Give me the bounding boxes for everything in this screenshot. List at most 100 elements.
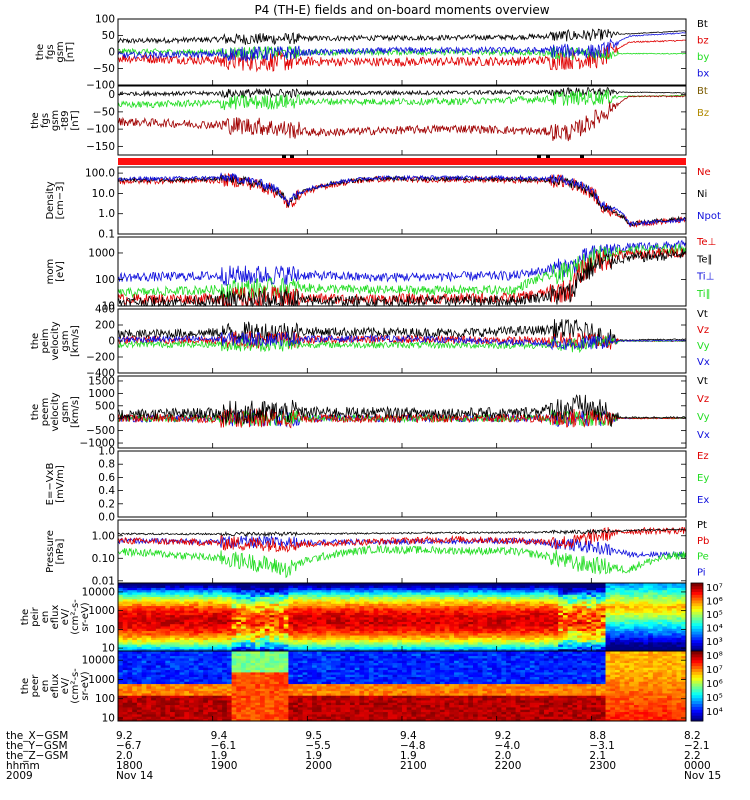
heatmap-cell [155, 676, 161, 680]
heatmap-cell [610, 612, 616, 616]
heatmap-cell [250, 610, 256, 613]
heatmap-cell [155, 653, 161, 657]
heatmap-cell [624, 648, 630, 652]
heatmap-cell [577, 598, 583, 602]
heatmap-cell [525, 644, 531, 647]
heatmap-cell [567, 612, 573, 616]
heatmap-cell [681, 610, 687, 613]
heatmap-cell [633, 583, 640, 586]
heatmap-cell [174, 630, 180, 634]
heatmap-cell [615, 594, 621, 597]
y-axis-label: E=−VxB [45, 463, 56, 506]
heatmap-cell [567, 598, 573, 602]
heatmap-cell [624, 619, 630, 622]
heatmap-cell [359, 607, 365, 611]
heatmap-cell [174, 592, 180, 595]
heatmap-cell [170, 700, 176, 703]
heatmap-cell [553, 619, 559, 622]
heatmap-cell [610, 605, 616, 609]
heatmap-cell [326, 635, 332, 638]
heatmap-cell [269, 621, 275, 625]
heatmap-cell [354, 596, 360, 600]
heatmap-cell [146, 598, 152, 602]
heatmap-cell [463, 646, 469, 650]
heatmap-cell [174, 635, 180, 638]
heatmap-cell [255, 632, 261, 636]
heatmap-cell [667, 648, 673, 652]
heatmap-cell [255, 585, 261, 588]
heatmap-cell [236, 662, 242, 666]
heatmap-cell [170, 607, 176, 611]
heatmap-cell [203, 676, 209, 680]
heatmap-cell [387, 610, 393, 613]
heatmap-cell [572, 598, 578, 602]
heatmap-cell [387, 648, 393, 652]
heatmap-cell [506, 644, 512, 647]
heatmap-cell [245, 662, 251, 666]
heatmap-cell [118, 592, 124, 595]
heatmap-cell [449, 598, 455, 602]
heatmap-cell [652, 601, 658, 604]
heatmap-cell [222, 700, 228, 703]
heatmap-cell [354, 630, 360, 634]
heatmap-cell [473, 585, 479, 588]
heatmap-cell [586, 596, 592, 600]
heatmap-cell [491, 641, 498, 645]
heatmap-cell [274, 644, 280, 647]
y-tick-label: −1000 [79, 438, 115, 450]
heatmap-cell [226, 667, 232, 671]
heatmap-cell [141, 707, 147, 710]
heatmap-cell [577, 589, 583, 593]
heatmap-cell [458, 646, 464, 650]
heatmap-cell [245, 648, 251, 652]
heatmap-cell [155, 589, 161, 593]
heatmap-cell [420, 612, 427, 616]
heatmap-cell [193, 598, 199, 602]
heatmap-cell [605, 635, 611, 638]
heatmap-cell [118, 660, 124, 664]
heatmap-cell [558, 621, 564, 625]
heatmap-cell [198, 674, 204, 678]
heatmap-cell [255, 695, 261, 699]
heatmap-cell [586, 603, 592, 607]
heatmap-cell [676, 598, 682, 602]
heatmap-cell [155, 658, 161, 661]
heatmap-cell [198, 690, 204, 694]
heatmap-cell [264, 651, 270, 654]
heatmap-cell [250, 628, 256, 631]
heatmap-cell [269, 614, 275, 618]
heatmap-cell [127, 592, 133, 595]
heatmap-cell [581, 605, 587, 609]
heatmap-cell [544, 630, 550, 634]
heatmap-cell [406, 644, 412, 647]
heatmap-cell [151, 596, 157, 600]
heatmap-cell [487, 632, 493, 636]
heatmap-cell [529, 637, 535, 641]
heatmap-cell [302, 587, 308, 591]
heatmap-cell [222, 623, 228, 627]
heatmap-cell [255, 707, 261, 710]
heatmap-cell [260, 619, 266, 622]
heatmap-cell [222, 669, 228, 673]
heatmap-cell [491, 605, 498, 609]
heatmap-cell [174, 667, 180, 671]
heatmap-cell [260, 614, 266, 618]
heatmap-cell [189, 700, 195, 703]
heatmap-cell [274, 716, 280, 720]
y-axis-label: fgs [40, 113, 51, 128]
heatmap-cell [681, 648, 687, 652]
heatmap-cell [544, 598, 550, 602]
heatmap-cell [260, 679, 266, 682]
heatmap-cell [340, 587, 346, 591]
heatmap-cell [572, 626, 578, 629]
heatmap-cell [491, 644, 498, 647]
heatmap-cell [260, 644, 266, 647]
heatmap-cell [217, 589, 223, 593]
y-axis-label: [km/s] [70, 396, 81, 428]
heatmap-cell [189, 621, 195, 625]
heatmap-cell [506, 632, 512, 636]
heatmap-cell [118, 641, 124, 645]
heatmap-cell [567, 637, 573, 641]
heatmap-cell [586, 617, 592, 620]
